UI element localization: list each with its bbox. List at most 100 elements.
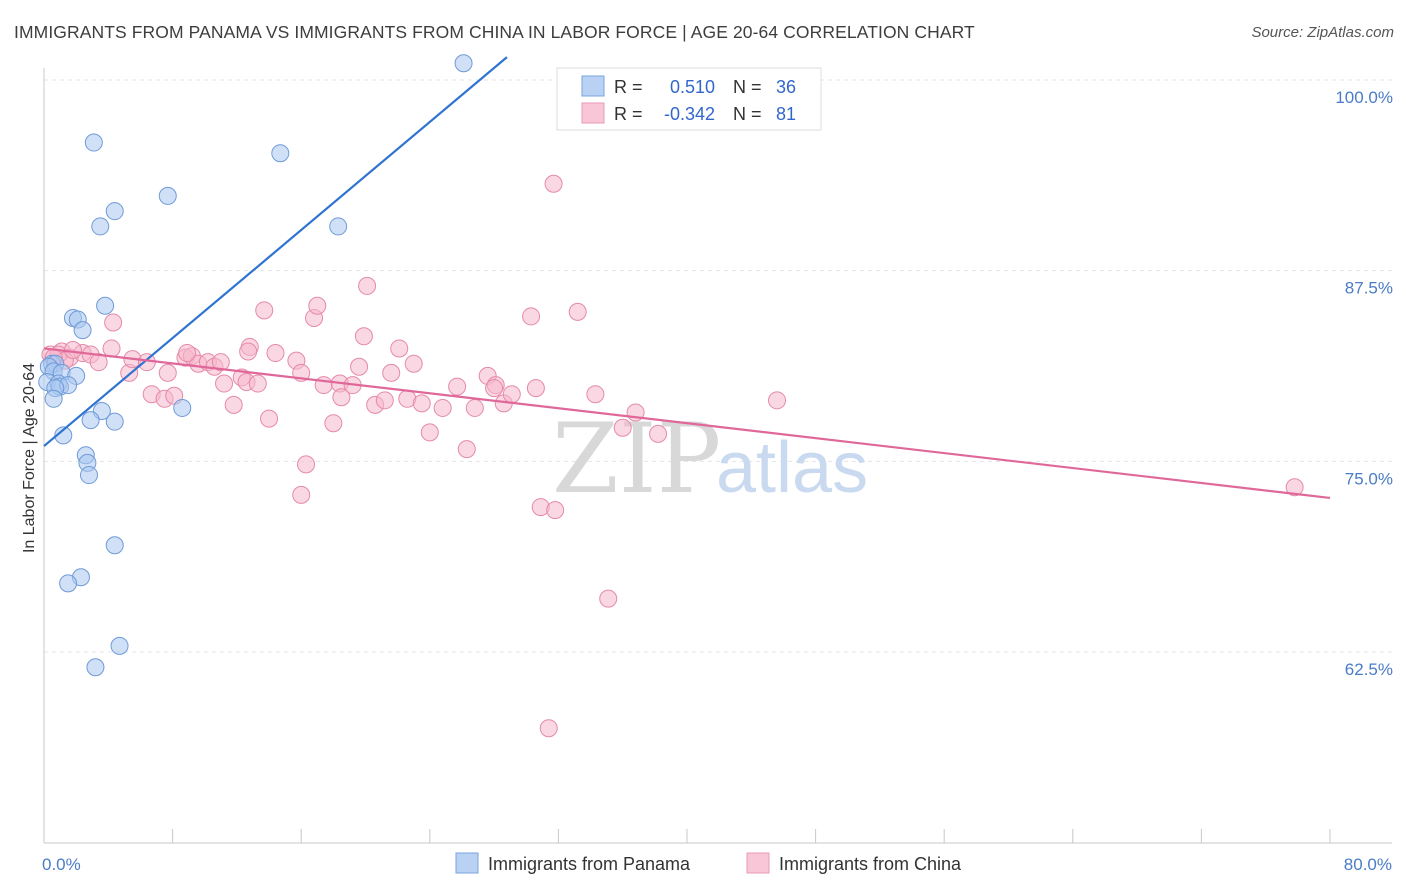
panama-point xyxy=(105,536,124,555)
panama-point xyxy=(105,202,124,221)
china-point xyxy=(224,395,243,414)
china-point xyxy=(404,354,423,373)
china-point xyxy=(613,418,632,437)
panama-point xyxy=(91,217,110,236)
china-point xyxy=(526,379,545,398)
china-point xyxy=(332,388,351,407)
x-tick-label-0: 0.0% xyxy=(42,855,81,874)
china-point xyxy=(649,424,668,443)
correlation-legend: R = 0.510 N = 36 R = -0.342 N = 81 xyxy=(556,67,822,131)
china-point xyxy=(568,302,587,321)
trend-line-china xyxy=(43,347,1331,500)
china-point xyxy=(539,719,558,738)
gridlines xyxy=(44,79,1392,653)
watermark-atlas: atlas xyxy=(716,428,868,508)
china-point xyxy=(104,313,123,332)
panama-point xyxy=(158,186,177,205)
series-legend: Immigrants from Panama Immigrants from C… xyxy=(455,852,962,874)
y-tick-label-0: 100.0% xyxy=(1335,88,1393,107)
china-point xyxy=(768,391,787,410)
china-point xyxy=(324,414,343,433)
trend-lines xyxy=(43,56,1331,500)
panama-point xyxy=(73,321,92,340)
panama-point xyxy=(44,389,63,408)
bottom-legend-label-china: Immigrants from China xyxy=(779,854,962,874)
panama-point xyxy=(80,466,99,485)
china-point xyxy=(350,357,369,376)
china-point xyxy=(211,353,230,372)
china-point xyxy=(546,501,565,520)
china-point xyxy=(102,339,121,358)
y-tick-label-1: 87.5% xyxy=(1345,279,1393,298)
china-point xyxy=(465,398,484,417)
legend-n-label-panama: N = xyxy=(733,77,762,97)
china-point xyxy=(63,340,82,359)
panama-point xyxy=(54,426,73,445)
china-point xyxy=(178,344,197,363)
source-label: Source: ZipAtlas.com xyxy=(1251,24,1394,41)
china-point xyxy=(354,327,373,346)
chart-title: IMMIGRANTS FROM PANAMA VS IMMIGRANTS FRO… xyxy=(14,22,975,42)
x-tick-label-1: 80.0% xyxy=(1344,855,1392,874)
china-point xyxy=(448,377,467,396)
legend-n-value-china: 81 xyxy=(776,104,796,124)
panama-point xyxy=(59,574,78,593)
china-point xyxy=(89,353,108,372)
panama-point xyxy=(96,296,115,315)
china-point xyxy=(297,455,316,474)
legend-r-value-china: -0.342 xyxy=(664,104,715,124)
watermark-zip: ZIP xyxy=(552,403,721,515)
panama-point xyxy=(271,144,290,163)
china-point xyxy=(358,276,377,295)
legend-swatch-china xyxy=(581,102,605,124)
china-point xyxy=(382,363,401,382)
china-point xyxy=(260,409,279,428)
legend-n-label-china: N = xyxy=(733,104,762,124)
axes xyxy=(43,68,1392,844)
china-point xyxy=(255,301,274,320)
china-point xyxy=(420,423,439,442)
legend-r-label-china: R = xyxy=(614,104,643,124)
china-point xyxy=(375,391,394,410)
china-point xyxy=(292,485,311,504)
panama-point xyxy=(110,636,129,655)
china-point xyxy=(502,385,521,404)
legend-r-value-panama: 0.510 xyxy=(670,77,715,97)
china-point xyxy=(1285,478,1304,497)
panama-point xyxy=(86,658,105,677)
series-china-points xyxy=(41,174,1304,738)
bottom-legend-swatch-panama xyxy=(455,852,479,874)
series-panama-points xyxy=(38,54,473,677)
china-point xyxy=(308,296,327,315)
legend-r-label-panama: R = xyxy=(614,77,643,97)
y-axis-label: In Labor Force | Age 20-64 xyxy=(21,363,38,553)
china-point xyxy=(485,379,504,398)
china-point xyxy=(215,374,234,393)
y-tick-label-2: 75.0% xyxy=(1345,469,1393,488)
china-point xyxy=(239,342,258,361)
panama-point xyxy=(84,133,103,152)
trend-line-panama xyxy=(43,56,508,447)
panama-point xyxy=(81,411,100,430)
china-point xyxy=(266,344,285,363)
china-point xyxy=(314,376,333,395)
china-point xyxy=(522,307,541,326)
y-tick-label-3: 62.5% xyxy=(1345,660,1393,679)
legend-swatch-panama xyxy=(581,75,605,97)
y-tick-labels: 100.0% 87.5% 75.0% 62.5% xyxy=(1335,88,1393,679)
china-point xyxy=(158,363,177,382)
x-tick-labels: 0.0% 80.0% xyxy=(42,855,1392,874)
china-point xyxy=(586,385,605,404)
china-point xyxy=(433,398,452,417)
china-point xyxy=(544,174,563,193)
panama-point xyxy=(173,398,192,417)
panama-point xyxy=(329,217,348,236)
china-point xyxy=(248,374,267,393)
china-point xyxy=(390,339,409,358)
legend-n-value-panama: 36 xyxy=(776,77,796,97)
china-point xyxy=(412,394,431,413)
panama-point xyxy=(454,54,473,73)
china-point xyxy=(457,440,476,459)
bottom-legend-label-panama: Immigrants from Panama xyxy=(488,854,691,874)
